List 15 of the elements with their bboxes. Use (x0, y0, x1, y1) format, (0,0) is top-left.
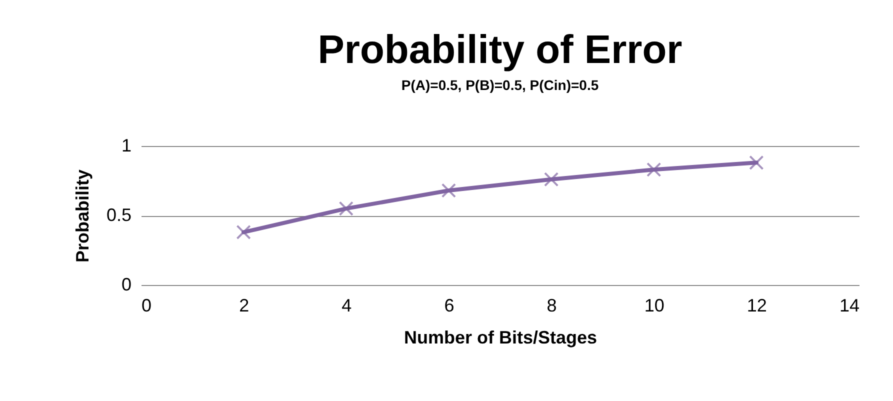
x-tick-label: 2 (239, 296, 250, 316)
x-axis-title: Number of Bits/Stages (404, 328, 598, 348)
x-tick-label: 12 (746, 296, 767, 316)
chart-title: Probability of Error (318, 28, 682, 72)
chart-subtitle: P(A)=0.5, P(B)=0.5, P(Cin)=0.5 (401, 77, 599, 93)
y-tick-label: 0.5 (106, 205, 132, 225)
y-tick-label: 1 (121, 136, 132, 156)
x-tick-label: 6 (444, 296, 454, 316)
x-tick-label: 4 (342, 296, 352, 316)
x-tick-label: 10 (644, 296, 664, 316)
x-tick-label: 8 (546, 296, 557, 316)
y-tick-label: 0 (121, 274, 132, 294)
x-tick-label: 14 (839, 296, 860, 316)
y-axis-title: Probability (72, 169, 92, 263)
x-tick-label: 0 (142, 296, 152, 316)
